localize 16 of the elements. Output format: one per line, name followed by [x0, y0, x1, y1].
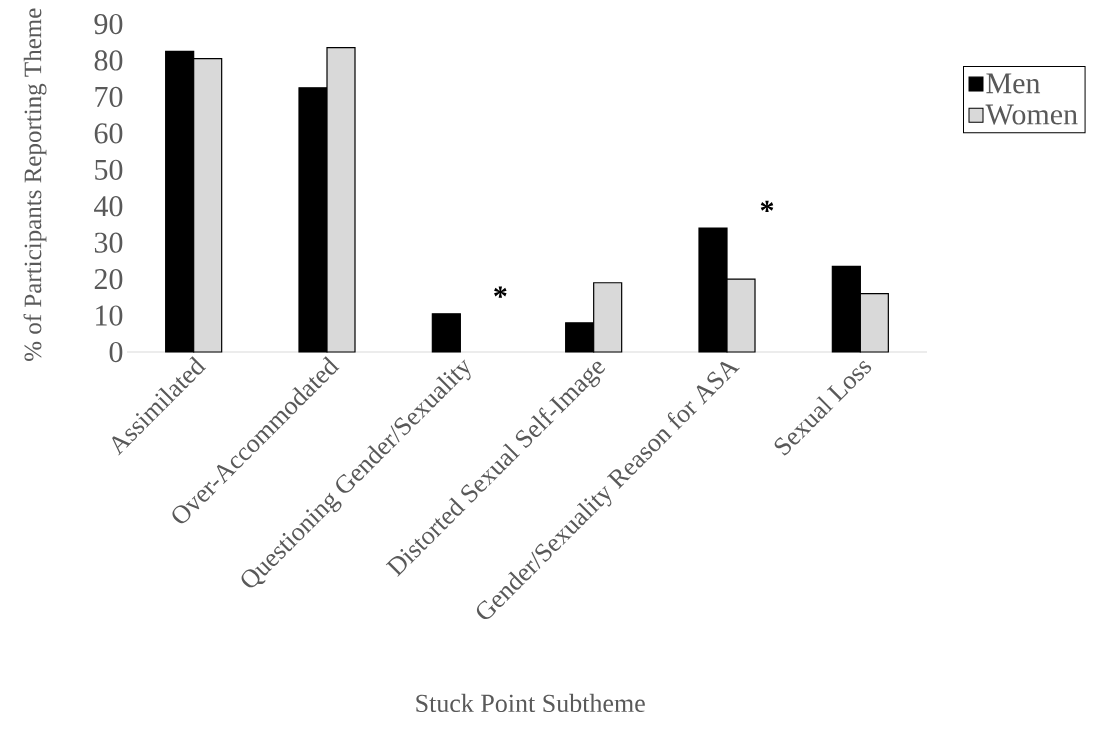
annotation: * [760, 200, 774, 213]
legend-label: Men [986, 73, 1041, 94]
y-tick-label: 80 [94, 50, 123, 71]
y-tick-label: 10 [96, 305, 123, 326]
y-tick-label: 90 [94, 13, 123, 35]
legend-label: Women [985, 104, 1078, 125]
y-tick-label: 30 [94, 232, 123, 253]
annotation: * [494, 286, 507, 298]
y-axis-title: % of Participants Reporting Theme [23, 8, 47, 361]
y-tick-label: 40 [94, 196, 123, 217]
y-tick-label: 70 [95, 86, 123, 108]
y-tick-label: 50 [95, 159, 123, 180]
bar [431, 313, 461, 353]
y-tick-label: 60 [94, 123, 123, 144]
y-tick-label: 20 [94, 268, 123, 290]
x-axis-title: Stuck Point Subtheme [416, 693, 645, 713]
